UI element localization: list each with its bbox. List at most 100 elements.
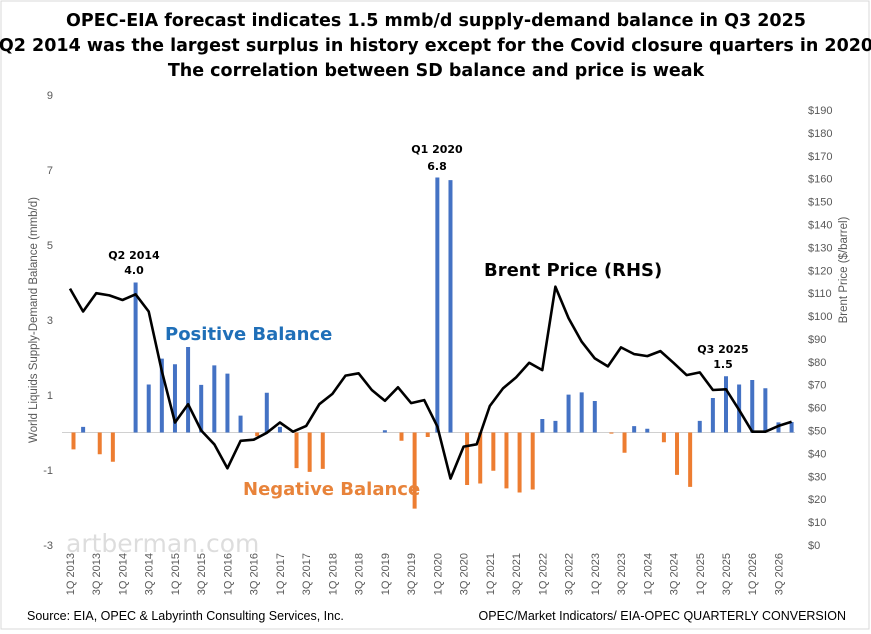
left-axis-ticks: 9 7 5 3 1 -1 -3 [43,90,53,552]
left-tick-label: -1 [43,465,53,477]
right-tick-label: $30 [808,471,826,483]
positive-balance-bar [81,426,86,433]
right-tick-label: $60 [808,403,826,415]
x-tick-label: 1Q 2025 [695,553,707,595]
right-tick-label: $180 [808,128,832,140]
x-tick-label: 3Q 2014 [144,553,156,595]
positive-balance-bar [133,282,138,433]
x-tick-label: 3Q 2019 [406,553,418,595]
negative-balance-bar [399,432,404,441]
right-tick-label: $70 [808,380,826,392]
x-tick-label: 3Q 2026 [773,553,785,595]
positive-balance-bar [264,392,269,433]
positive-balance-bar [724,376,728,433]
positive-balance-bar [277,426,282,433]
positive-balance-bar [238,415,243,433]
x-tick-label: 3Q 2018 [354,553,366,595]
positive-balance-label: Positive Balance [165,324,332,345]
x-tick-label: 3Q 2025 [721,553,733,595]
right-tick-label: $20 [808,494,826,506]
right-tick-label: $10 [808,517,826,529]
positive-balance-bar [225,373,230,433]
negative-balance-bar [504,432,509,489]
x-tick-label: 1Q 2016 [222,553,234,595]
x-axis-ticks: 1Q 2013 3Q 2013 1Q 2014 3Q 2014 1Q 2015 3Q 20… [65,553,785,595]
positive-balance-bar [382,430,387,433]
right-tick-label: $190 [808,105,832,117]
right-axis-ticks: $190 $180 $170 $160 $150 $140 $130 $120 $110 $100… [808,105,832,552]
negative-balance-bar [530,432,535,490]
x-tick-label: 1Q 2017 [275,553,287,595]
right-tick-label: $170 [808,151,832,163]
negative-balance-bar [465,432,470,485]
left-tick-label: -3 [43,540,53,552]
negative-balance-bar [97,432,102,455]
x-tick-label: 1Q 2013 [65,553,77,595]
x-tick-label: 1Q 2015 [170,553,182,595]
positive-balance-bar [763,388,768,433]
title-line-3: The correlation between SD balance and p… [168,61,705,81]
annotation-q2-2014-label: Q2 2014 [108,249,160,262]
x-tick-label: 1Q 2023 [590,553,602,595]
x-tick-label: 3Q 2013 [91,553,103,595]
x-tick-label: 1Q 2022 [537,553,549,595]
negative-balance-bar [688,432,693,487]
negative-balance-bar [622,432,627,453]
annotation-q2-2014-value: 4.0 [124,264,144,277]
x-tick-label: 3Q 2024 [669,553,681,595]
balance-bars [71,177,794,509]
positive-balance-bar [697,420,702,433]
x-tick-label: 1Q 2021 [485,553,497,595]
x-tick-label: 3Q 2016 [249,553,261,595]
x-tick-label: 3Q 2020 [459,553,471,595]
annotation-q3-2025-label: Q3 2025 [697,343,748,356]
positive-balance-bar [789,422,794,433]
annotation-q3-2025-value: 1.5 [713,358,733,371]
left-tick-label: 1 [47,390,53,402]
positive-balance-bar [146,384,151,433]
left-tick-label: 5 [47,240,53,252]
positive-balance-bar [579,392,584,433]
negative-balance-bar [294,432,299,469]
negative-balance-bar [609,432,614,434]
left-axis-title: World Liquids Supply-Demand Balance (mmb… [28,197,40,443]
brent-price-line [68,285,792,480]
positive-balance-bar [186,347,191,433]
negative-balance-bar [661,432,666,443]
positive-balance-bar [645,428,650,433]
positive-balance-bar [212,365,217,433]
right-tick-label: $160 [808,174,832,186]
positive-balance-bar [553,420,558,433]
negative-balance-bar [71,432,76,450]
left-tick-label: 3 [47,315,53,327]
negative-balance-bar [491,432,496,471]
positive-balance-bar [750,380,755,433]
right-tick-label: $100 [808,311,832,323]
right-tick-label: $110 [808,288,832,300]
right-tick-label: $0 [808,540,820,552]
right-tick-label: $140 [808,219,832,231]
footer-right-note: OPEC/Market Indicators/ EIA-OPEC QUARTER… [479,609,846,623]
negative-balance-bar [320,432,325,469]
left-tick-label: 9 [47,90,53,102]
positive-balance-bar [172,364,177,433]
positive-balance-bar [776,422,781,433]
right-tick-label: $130 [808,242,832,254]
right-tick-label: $50 [808,426,826,438]
right-tick-label: $90 [808,334,826,346]
negative-balance-bar [307,432,312,472]
watermark: artberman.com [66,529,259,558]
positive-balance-bar [566,394,571,433]
source-note: Source: EIA, OPEC & Labyrinth Consulting… [27,609,344,623]
x-tick-label: 1Q 2014 [117,553,129,595]
right-tick-label: $80 [808,357,826,369]
x-tick-label: 3Q 2022 [564,553,576,595]
x-tick-label: 3Q 2017 [301,553,313,595]
annotation-q1-2020-label: Q1 2020 [411,143,463,156]
right-tick-label: $40 [808,448,826,460]
negative-balance-bar [478,432,483,484]
annotation-q1-2020-value: 6.8 [427,160,447,173]
right-tick-label: $120 [808,265,832,277]
